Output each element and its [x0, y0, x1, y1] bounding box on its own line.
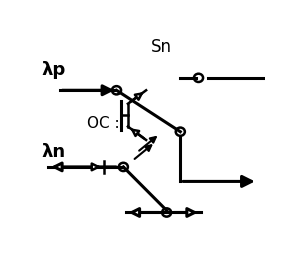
Text: Sn: Sn — [151, 38, 172, 56]
Text: OC :: OC : — [87, 116, 119, 131]
Text: λn: λn — [41, 143, 66, 161]
Text: λp: λp — [41, 61, 66, 79]
